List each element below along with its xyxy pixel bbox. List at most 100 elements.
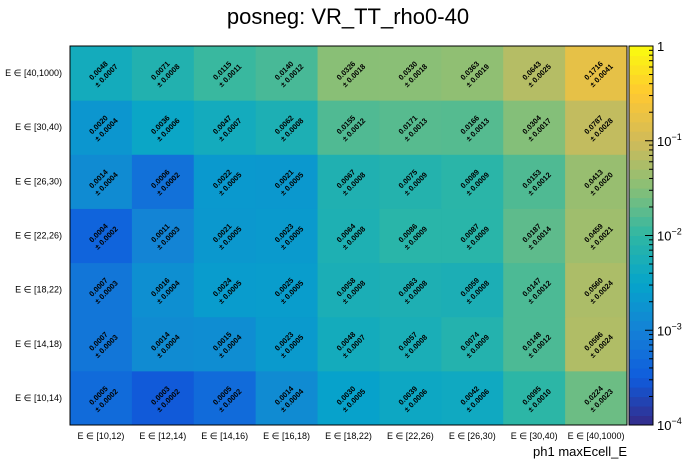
heatmap-cell — [255, 316, 319, 372]
heatmap-cell — [131, 262, 195, 318]
x-tick-label: E ∈ [40,1000) — [568, 431, 625, 441]
x-tick-label: E ∈ [10,12) — [78, 431, 125, 441]
heatmap-cell — [70, 154, 133, 209]
y-tick-label: E ∈ [14,18) — [15, 339, 62, 349]
color-scale-tick-label: 1 — [657, 39, 664, 54]
heatmap-cell — [441, 46, 504, 101]
tick-base: 10 — [657, 418, 671, 433]
heatmap-cell — [131, 154, 195, 209]
color-scale-segment — [629, 273, 653, 284]
tick-base: 10 — [657, 323, 671, 338]
tick-exponent: −1 — [671, 132, 681, 142]
color-scale-segment — [629, 349, 653, 360]
chart-title: posneg: VR_TT_rho0-40 — [227, 4, 469, 29]
heatmap-cell — [70, 316, 133, 372]
heatmap-cell — [565, 370, 628, 426]
heatmap-cell — [379, 46, 442, 101]
tick-exponent: −3 — [671, 321, 681, 331]
heatmap-cell — [317, 208, 380, 264]
color-scale-tick-label: 10−4 — [657, 416, 682, 433]
color-scale-segment — [629, 207, 653, 218]
tick-base: 10 — [657, 134, 671, 149]
y-tick-label: E ∈ [10,14) — [15, 393, 62, 403]
color-scale-segment — [629, 330, 653, 341]
heatmap-cell — [503, 316, 566, 372]
heatmap-cell — [70, 370, 133, 426]
heatmap-cell — [565, 100, 628, 155]
y-tick-label: E ∈ [30,40) — [15, 122, 62, 132]
color-scale-segment — [629, 368, 653, 379]
color-scale-segment — [629, 121, 653, 132]
color-scale-segment — [629, 377, 653, 388]
heatmap-cell — [565, 262, 628, 318]
heatmap-cell — [255, 208, 319, 264]
heatmap-cell — [193, 46, 257, 101]
y-tick-label: E ∈ [18,22) — [15, 285, 62, 295]
x-tick-label: E ∈ [26,30) — [449, 431, 496, 441]
heatmap-cell — [379, 208, 442, 264]
heatmap-cell — [317, 316, 380, 372]
color-scale-segment — [629, 93, 653, 104]
heatmap-cell — [255, 100, 319, 155]
heatmap-cell — [131, 208, 195, 264]
heatmap-cell — [255, 370, 319, 426]
color-scale-segment — [629, 263, 653, 274]
heatmap-cell — [565, 154, 628, 209]
x-tick-label: E ∈ [30,40) — [511, 431, 558, 441]
x-tick-label: E ∈ [18,22) — [325, 431, 372, 441]
heatmap-cell — [379, 370, 442, 426]
color-scale-segment — [629, 131, 653, 142]
heatmap-cell — [255, 46, 319, 101]
color-scale-segment — [629, 197, 653, 208]
heatmap-cell — [193, 208, 257, 264]
heatmap-cell — [503, 46, 566, 101]
heatmap-cell — [379, 316, 442, 372]
heatmap-cell — [70, 208, 133, 264]
color-scale-tick-label: 10−2 — [657, 227, 682, 244]
heatmap-cell — [503, 208, 566, 264]
heatmap-cell — [131, 316, 195, 372]
x-tick-label: E ∈ [22,26) — [387, 431, 434, 441]
heatmap-cell — [131, 46, 195, 101]
color-scale-segment — [629, 178, 653, 189]
heatmap-cells: 0.0005± 0.0002 0.0003± 0.0002 0.0005± 0.00… — [70, 46, 628, 426]
x-axis-label: ph1 maxEcell_E — [533, 444, 627, 459]
heatmap-cell — [503, 262, 566, 318]
heatmap-cell — [255, 154, 319, 209]
heatmap-cell — [317, 262, 380, 318]
heatmap-cell — [441, 262, 504, 318]
x-tick-labels: E ∈ [10,12) E ∈ [12,14) E ∈ [14,16) E ∈ [16… — [78, 431, 625, 441]
color-scale-tick-label: 10−3 — [657, 321, 682, 338]
color-scale-segment — [629, 150, 653, 161]
color-scale-segment — [629, 282, 653, 293]
heatmap-cell — [193, 316, 257, 372]
heatmap-cell — [441, 100, 504, 155]
heatmap-cell — [193, 370, 257, 426]
tick-exponent: −4 — [671, 416, 681, 426]
color-scale-segment — [629, 64, 653, 75]
color-scale-segment — [629, 83, 653, 94]
heatmap-cell — [131, 370, 195, 426]
color-scale-segment — [629, 226, 653, 236]
heatmap-cell — [441, 208, 504, 264]
heatmap-cell — [441, 370, 504, 426]
tick-exponent: −2 — [671, 227, 681, 237]
heatmap-cell — [379, 262, 442, 318]
heatmap-cell — [565, 208, 628, 264]
color-scale-segment — [629, 301, 653, 312]
y-tick-label: E ∈ [26,30) — [15, 176, 62, 186]
heatmap-cell — [255, 262, 319, 318]
x-tick-label: E ∈ [12,14) — [139, 431, 186, 441]
color-scale-segment — [629, 320, 653, 331]
color-scale-segment — [629, 415, 653, 426]
color-scale-segment — [629, 292, 653, 303]
heatmap-cell — [379, 154, 442, 209]
color-scale-segment — [629, 102, 653, 113]
heatmap-cell — [70, 46, 133, 101]
heatmap-cell — [317, 370, 380, 426]
heatmap-cell — [317, 154, 380, 209]
heatmap-cell — [441, 154, 504, 209]
heatmap-cell — [441, 316, 504, 372]
color-scale-segment — [629, 140, 653, 151]
